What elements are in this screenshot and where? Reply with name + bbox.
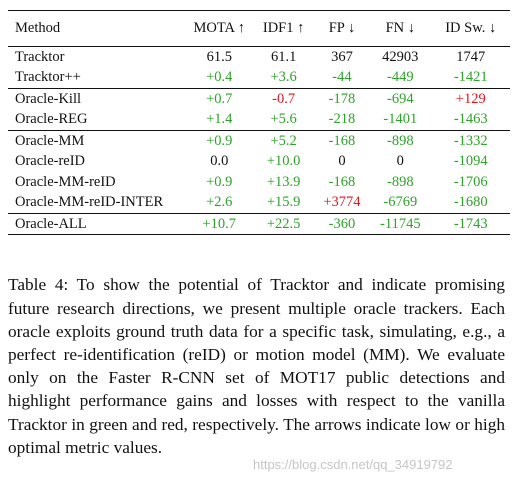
table-row: Tracktor 61.5 61.1 367 42903 1747: [8, 46, 510, 67]
value-cell: +0.9: [206, 173, 233, 190]
value-cell: +13.9: [266, 173, 301, 190]
value-cell: +10.7: [186, 212, 253, 235]
value-cell: -1463: [453, 111, 488, 127]
table-row: Oracle-MM-reID-INTER +2.6 +15.9 +3774 -6769 -…: [8, 192, 510, 213]
header-method: Method: [15, 20, 61, 36]
table-header-row: Method MOTA ↑ IDF1 ↑ FP ↓ FN ↓ ID Sw. ↓: [8, 10, 510, 46]
header-fp: FP ↓: [328, 20, 356, 36]
method-cell: Oracle-ALL: [8, 212, 187, 235]
table-body: Tracktor 61.5 61.1 367 42903 1747 Tracktor++ +0…: [8, 46, 510, 235]
value-cell: +10.0: [266, 153, 301, 169]
value-cell: 367: [331, 48, 353, 65]
table-row: Oracle-MM +0.9 +5.2 -168 -898 -1332: [8, 129, 510, 151]
value-cell: -1401: [383, 111, 418, 127]
method-cell: Oracle-MM-reID: [15, 173, 116, 190]
method-cell: Oracle-MM: [8, 129, 187, 151]
value-cell: +0.4: [206, 69, 233, 85]
value-cell: -898: [369, 129, 432, 151]
value-cell: -1743: [431, 212, 510, 235]
value-cell: -44: [332, 69, 352, 85]
value-cell: -6769: [383, 194, 418, 210]
value-cell: +0.7: [186, 87, 253, 109]
results-table: Method MOTA ↑ IDF1 ↑ FP ↓ FN ↓ ID Sw. ↓ …: [8, 10, 510, 235]
value-cell: -694: [369, 87, 432, 109]
header-idsw: ID Sw. ↓: [445, 20, 497, 36]
value-cell: 61.1: [270, 48, 297, 65]
table-row: Oracle-REG +1.4 +5.6 -218 -1401 -1463: [8, 109, 510, 130]
results-table-container: Method MOTA ↑ IDF1 ↑ FP ↓ FN ↓ ID Sw. ↓ …: [8, 10, 510, 235]
value-cell: 0: [338, 153, 346, 169]
value-cell: 0.0: [210, 153, 229, 169]
value-cell: +3774: [323, 194, 361, 210]
header-idf1: IDF1 ↑: [262, 20, 305, 36]
value-cell: +22.5: [252, 212, 315, 235]
method-cell: Tracktor: [15, 48, 65, 65]
value-cell: -1421: [453, 69, 488, 85]
value-cell: +15.9: [266, 194, 301, 210]
table-row: Oracle-MM-reID +0.9 +13.9 -168 -898 -1706: [8, 172, 510, 193]
value-cell: -360: [314, 212, 370, 235]
value-cell: 42903: [382, 48, 419, 65]
method-cell: Oracle-REG: [15, 111, 88, 127]
header-mota: MOTA ↑: [193, 20, 246, 36]
value-cell: -449: [387, 69, 414, 85]
header-fn: FN ↓: [385, 20, 416, 36]
table-row: Tracktor++ +0.4 +3.6 -44 -449 -1421: [8, 67, 510, 88]
value-cell: 0: [396, 153, 404, 169]
value-cell: -898: [387, 173, 414, 190]
method-cell: Oracle-Kill: [8, 87, 187, 109]
value-cell: 1747: [456, 48, 486, 65]
value-cell: -1706: [453, 173, 488, 190]
method-cell: Oracle-reID: [15, 153, 86, 169]
value-cell: -168: [328, 173, 356, 190]
value-cell: +5.2: [252, 129, 315, 151]
table-row: Oracle-ALL +10.7 +22.5 -360 -11745 -1743: [8, 212, 510, 235]
table-row: Oracle-Kill +0.7 -0.7 -178 -694 +129: [8, 87, 510, 109]
value-cell: -1332: [431, 129, 510, 151]
method-cell: Tracktor++: [15, 69, 81, 85]
value-cell: -1680: [453, 194, 488, 210]
table-row: Oracle-reID 0.0 +10.0 0 0 -1094: [8, 151, 510, 172]
value-cell: +129: [431, 87, 510, 109]
value-cell: +0.9: [186, 129, 253, 151]
value-cell: -0.7: [252, 87, 315, 109]
value-cell: +3.6: [270, 69, 297, 85]
table-caption: Table 4: To show the potential of Trackt…: [8, 275, 505, 457]
value-cell: -168: [314, 129, 370, 151]
watermark: https://blog.csdn.net/qq_34919792: [253, 457, 453, 472]
value-cell: -178: [314, 87, 370, 109]
value-cell: -11745: [369, 212, 432, 235]
method-cell: Oracle-MM-reID-INTER: [15, 194, 164, 210]
value-cell: +1.4: [206, 111, 233, 127]
value-cell: -1094: [453, 153, 488, 169]
value-cell: -218: [328, 111, 356, 127]
value-cell: +5.6: [270, 111, 297, 127]
value-cell: 61.5: [206, 48, 232, 65]
value-cell: +2.6: [206, 194, 233, 210]
